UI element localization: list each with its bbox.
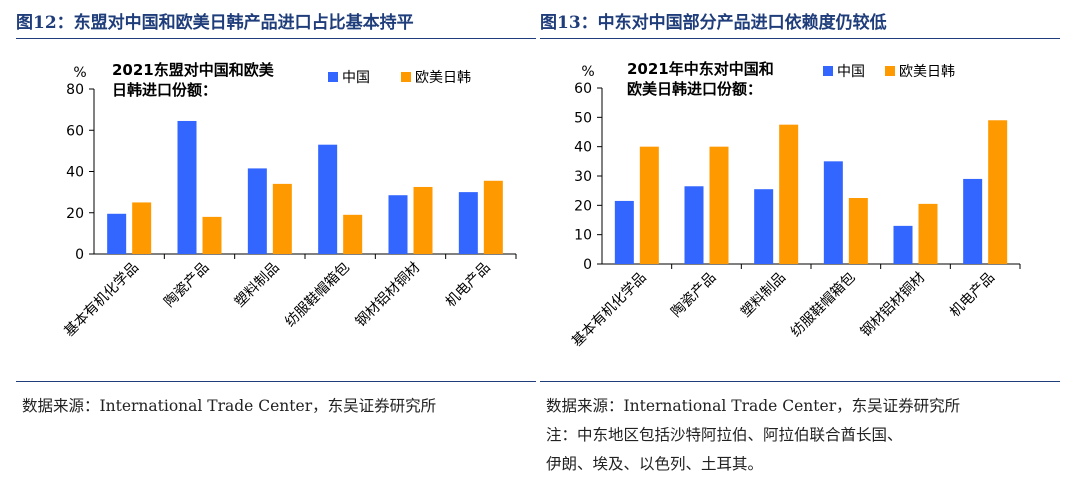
fig13-bar-west [639, 146, 659, 264]
fig13-y-tick-label: 10 [574, 228, 592, 244]
fig12-bar-china [388, 195, 408, 254]
fig12-bar-china [107, 213, 127, 254]
figure-12-top-rule [16, 38, 536, 39]
figure-12-source: 数据来源：International Trade Center，东吴证券研究所 [22, 397, 437, 415]
fig12-bar-china [247, 168, 267, 254]
fig12-bar-west [413, 186, 433, 254]
fig13-bar-west [709, 146, 729, 264]
fig12-legend-swatch [328, 72, 338, 82]
fig13-y-tick-label: 0 [583, 257, 592, 273]
fig12-bar-china [318, 144, 338, 254]
fig12-chart-title: 2021东盟对中国和欧美日韩进口份额： [112, 61, 275, 99]
fig13-legend-label: 中国 [837, 64, 865, 80]
fig12-x-tick-label: 钢材铝材铜材 [353, 260, 424, 331]
fig13-x-tick-label: 机电产品 [947, 270, 998, 321]
fig12-bar-west [132, 202, 152, 254]
figure-13-bottom-rule [540, 381, 1060, 382]
fig13-y-tick-label: 20 [574, 198, 592, 214]
fig12-legend-label: 中国 [342, 70, 370, 86]
fig12-chart-title-line: 日韩进口份额： [112, 81, 217, 99]
figure-12-chart: 2021东盟对中国和欧美日韩进口份额：% 0 20 40 60 80 基本有机化学品 陶瓷产品… [61, 61, 517, 340]
fig13-unit-label: % [581, 64, 594, 80]
fig12-x-tick-label: 纺服鞋帽箱包 [282, 260, 353, 331]
fig13-bar-china [684, 186, 704, 264]
fig12-bar-west [202, 216, 222, 254]
fig13-chart-title-line: 2021年中东对中国和 [627, 60, 774, 78]
fig12-bar-china [458, 192, 478, 254]
fig13-legend-label: 欧美日韩 [899, 64, 955, 80]
fig13-bar-west [779, 124, 799, 265]
fig13-bar-china [823, 161, 843, 264]
fig13-legend-swatch [823, 66, 833, 76]
fig13-bar-west [918, 203, 938, 264]
figure-12-bottom-rule [16, 381, 536, 382]
fig13-bar-china [754, 189, 774, 264]
fig12-bar-west [343, 214, 363, 254]
figure-13-notes: 数据来源：International Trade Center，东吴证券研究所 … [546, 392, 1056, 479]
fig12-y-tick-label: 80 [66, 82, 84, 98]
fig13-x-tick-label: 基本有机化学品 [568, 269, 649, 350]
fig12-bar-west [272, 183, 292, 254]
figure-12-panel: 图12：东盟对中国和欧美日韩产品进口占比基本持平 2021东盟对中国和欧美日韩进… [16, 0, 536, 500]
figure-12-title: 图12：东盟对中国和欧美日韩产品进口占比基本持平 [16, 13, 414, 33]
fig13-y-tick-label: 60 [574, 81, 592, 97]
fig13-chart-title: 2021年中东对中国和欧美日韩进口份额： [627, 60, 774, 98]
figure-13-note-continued: 伊朗、埃及、以色列、土耳其。 [546, 455, 764, 473]
figure-13-source: 数据来源：International Trade Center，东吴证券研究所 [546, 397, 961, 415]
fig13-bar-china [614, 200, 634, 264]
figure-13-top-rule [540, 38, 1060, 39]
fig12-x-tick-label: 基本有机化学品 [61, 259, 142, 340]
fig13-y-tick-label: 30 [574, 169, 592, 185]
fig12-x-tick-label: 塑料制品 [232, 260, 283, 311]
fig13-bar-china [963, 178, 983, 264]
fig12-bar-west [483, 180, 503, 254]
figure-13-note: 注：中东地区包括沙特阿拉伯、阿拉伯联合酋长国、 [546, 426, 903, 444]
fig13-y-tick-label: 50 [574, 110, 592, 126]
fig12-y-tick-label: 60 [66, 123, 84, 139]
fig13-x-tick-label: 陶瓷产品 [668, 270, 719, 321]
fig13-x-tick-label: 纺服鞋帽箱包 [788, 270, 859, 341]
fig12-chart-title-line: 2021东盟对中国和欧美 [112, 61, 275, 79]
fig12-y-tick-label: 40 [66, 165, 84, 181]
fig12-unit-label: % [73, 65, 86, 81]
fig12-y-tick-label: 20 [66, 206, 84, 222]
fig13-bar-west [988, 120, 1008, 265]
fig13-x-tick-label: 钢材铝材铜材 [858, 270, 929, 341]
figure-13-panel: 图13：中东对中国部分产品进口依赖度仍较低 2021年中东对中国和欧美日韩进口份… [540, 0, 1060, 500]
fig12-x-tick-label: 机电产品 [443, 260, 494, 311]
fig12-legend-label: 欧美日韩 [415, 70, 471, 86]
fig12-legend-swatch [401, 72, 411, 82]
fig13-x-tick-label: 塑料制品 [738, 270, 789, 321]
figure-13-chart: 2021年中东对中国和欧美日韩进口份额：% 0 10 20 30 40 50 60 基本有机化学… [568, 60, 1021, 350]
figure-12-notes: 数据来源：International Trade Center，东吴证券研究所 [22, 392, 532, 421]
fig13-y-tick-label: 40 [574, 140, 592, 156]
fig13-chart-title-line: 欧美日韩进口份额： [627, 80, 762, 98]
fig12-bar-china [177, 120, 197, 254]
figure-13-title: 图13：中东对中国部分产品进口依赖度仍较低 [540, 13, 887, 33]
fig13-bar-china [893, 225, 913, 264]
fig12-y-tick-label: 0 [75, 247, 84, 263]
fig12-x-tick-label: 陶瓷产品 [161, 260, 212, 311]
fig13-legend-swatch [885, 66, 895, 76]
fig13-bar-west [848, 198, 868, 264]
